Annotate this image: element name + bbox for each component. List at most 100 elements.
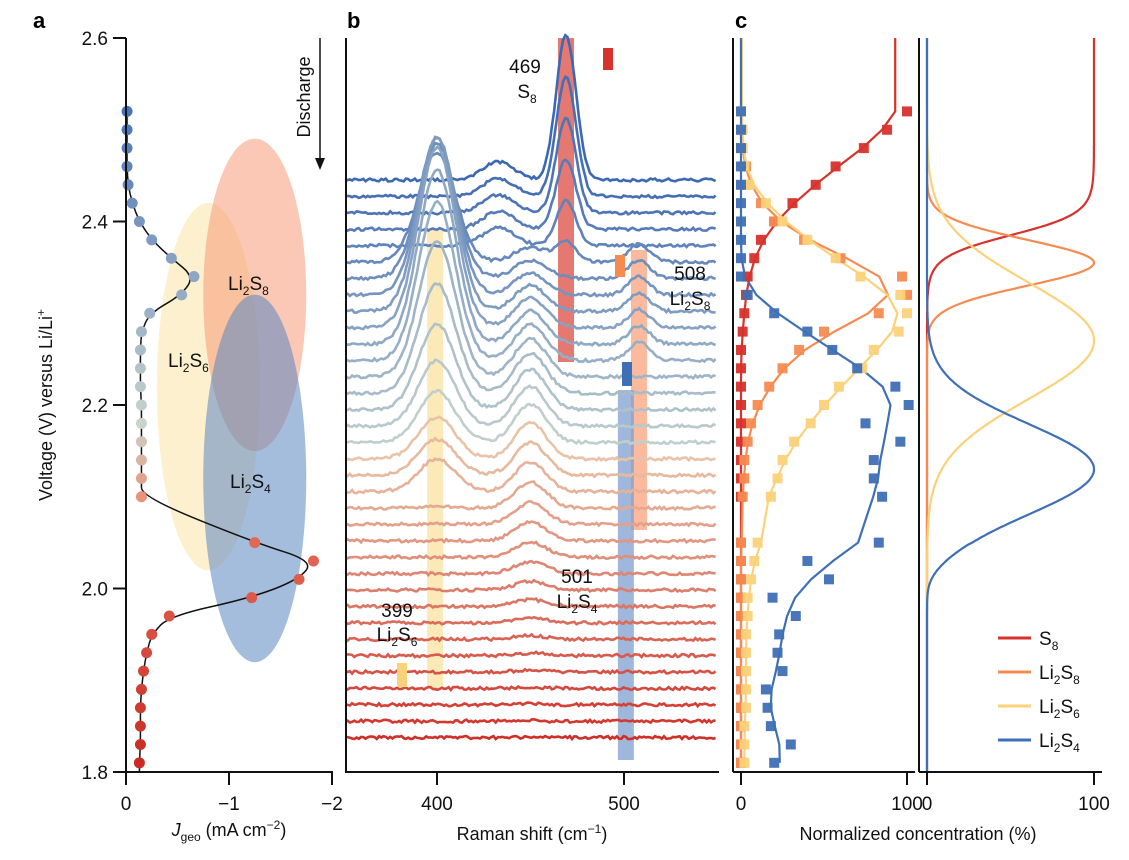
x-tick-label-left: 100 (891, 794, 923, 815)
data-point (249, 537, 261, 549)
scatter-point-Li2S6 (830, 253, 841, 264)
data-point (246, 592, 258, 604)
band-marker-S8 (603, 48, 613, 70)
spectrum-line (345, 198, 717, 249)
spectrum-line (345, 559, 716, 577)
scatter-point-S8 (736, 344, 746, 355)
data-point (134, 362, 146, 374)
scatter-point-Li2S8 (873, 308, 884, 319)
data-point (135, 491, 147, 503)
legend: S8 Li2S8 Li2S6 Li2S4 (998, 629, 1080, 755)
scatter-point-S8 (742, 271, 753, 282)
band-label-species-S8: S8 (517, 82, 537, 106)
scatter-point-Li2S4 (802, 326, 813, 337)
scatter-point-Li2S4 (760, 684, 771, 695)
scatter-point-Li2S4 (777, 666, 788, 677)
model-curve-Li2S8 (925, 38, 1095, 772)
spectrum-line (344, 415, 716, 463)
scatter-point-S8 (787, 198, 798, 209)
scatter-point-Li2S6 (740, 647, 751, 658)
legend-label-Li2S6: Li2S6 (1039, 697, 1080, 721)
data-point (188, 271, 200, 283)
scatter-point-S8 (858, 143, 869, 154)
scatter-point-Li2S4 (802, 555, 813, 566)
scatter-point-Li2S4 (769, 757, 780, 768)
data-point (134, 720, 146, 732)
scatter-point-Li2S4 (736, 106, 746, 117)
scatter-point-Li2S6 (742, 592, 753, 603)
scatter-point-Li2S8 (736, 574, 746, 585)
scatter-point-Li2S8 (794, 344, 805, 355)
scatter-point-Li2S4 (765, 721, 776, 732)
scatter-point-Li2S4 (860, 418, 871, 429)
scatter-point-Li2S6 (902, 308, 912, 319)
scatter-point-Li2S4 (877, 491, 888, 502)
spectrum-line (344, 389, 716, 446)
data-point (144, 307, 156, 319)
scatter-point-Li2S6 (760, 198, 771, 209)
spectrum-line (345, 75, 717, 200)
scatter-point-Li2S4 (895, 436, 906, 447)
scatter-point-Li2S8 (739, 455, 750, 466)
spectrum-line (345, 457, 717, 495)
scatter-point-Li2S4 (785, 739, 796, 750)
scatter-point-Li2S6 (765, 491, 776, 502)
scatter-point-S8 (737, 326, 748, 337)
data-point (135, 683, 147, 695)
band-label-number-S8: 469 (509, 57, 541, 78)
spectrum-line (344, 597, 716, 610)
scatter-point-Li2S4 (767, 592, 778, 603)
x-tick-label-left: 0 (736, 794, 747, 815)
scatter-point-Li2S4 (823, 574, 834, 585)
scatter-point-Li2S4 (736, 253, 746, 264)
spectrum-line (345, 650, 717, 659)
data-point (134, 381, 146, 393)
model-curve-Li2S4 (925, 38, 1096, 772)
scatter-point-Li2S8 (769, 216, 780, 227)
scatter-point-Li2S6 (855, 271, 866, 282)
band-label-species-Li2S8: Li2S8 (670, 289, 711, 313)
spectrum-line (344, 240, 716, 381)
scatter-point-Li2S8 (897, 271, 908, 282)
x-axis-label: Jgeo (mA cm−2) (171, 818, 287, 844)
region-ellipse-Li2S4 (203, 294, 307, 663)
scatter-point-Li2S4 (868, 473, 879, 484)
x-tick-label-right: 0 (922, 794, 933, 815)
spectrum-line (344, 144, 717, 331)
scatter-point-Li2S8 (739, 473, 750, 484)
scatter-point-Li2S6 (739, 721, 750, 732)
data-point (121, 105, 133, 117)
spectrum-line (344, 141, 716, 282)
scatter-point-Li2S6 (805, 418, 816, 429)
spectrum-line (344, 615, 717, 626)
data-point (135, 399, 147, 411)
scatter-point-Li2S4 (868, 455, 879, 466)
band-marker-Li2S6 (397, 663, 407, 687)
scatter-point-S8 (736, 400, 746, 410)
scatter-point-S8 (736, 363, 746, 374)
scatter-point-S8 (810, 179, 821, 190)
scatter-point-Li2S8 (742, 436, 753, 447)
scatter-point-Li2S6 (742, 611, 753, 622)
x-axis-label: Raman shift (cm−1) (457, 822, 608, 844)
scatter-point-Li2S4 (736, 234, 746, 245)
spectrum-line (344, 281, 716, 396)
discharge-label: Discharge (294, 56, 314, 137)
data-point (135, 417, 147, 429)
model-curve-Li2S6 (925, 38, 1096, 772)
data-point (122, 179, 134, 191)
y-tick-label: 2.6 (82, 29, 108, 50)
scatter-point-Li2S4 (890, 381, 901, 392)
scatter-point-Li2S4 (736, 198, 746, 209)
scatter-point-Li2S8 (736, 537, 746, 548)
spectrum-line (345, 151, 717, 266)
legend-label-Li2S4: Li2S4 (1039, 731, 1080, 755)
data-point (138, 665, 150, 677)
scatter-point-Li2S6 (893, 326, 904, 337)
scatter-point-Li2S6 (740, 684, 751, 695)
scatter-point-S8 (736, 436, 746, 447)
x-tick-label: −2 (321, 794, 343, 815)
data-point (307, 555, 319, 567)
scatter-point-Li2S8 (736, 611, 746, 622)
scatter-point-Li2S6 (740, 629, 751, 640)
